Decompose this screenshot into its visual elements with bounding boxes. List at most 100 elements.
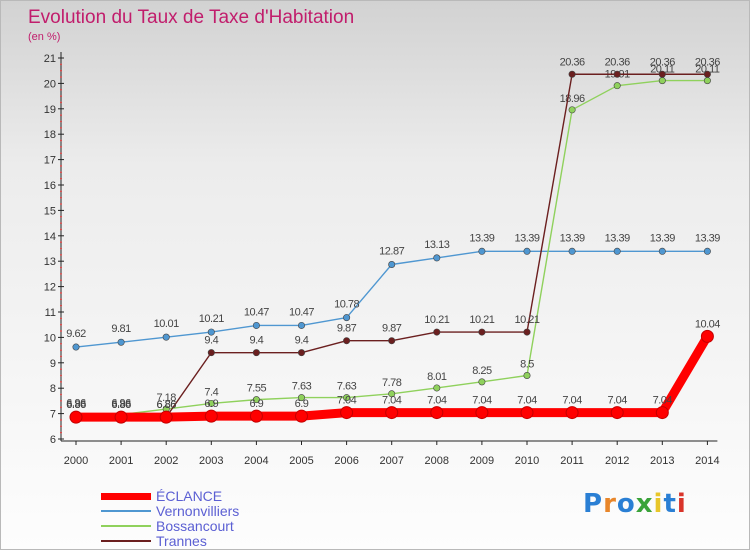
data-point <box>523 247 531 255</box>
y-minor-tick <box>60 400 62 402</box>
x-tick-label: 2004 <box>244 455 268 467</box>
data-label: 13.39 <box>695 232 720 244</box>
data-point <box>343 314 351 322</box>
y-tick-label: 12 <box>44 282 56 294</box>
x-tick-label: 2012 <box>605 455 629 467</box>
data-label: 10.21 <box>199 313 224 325</box>
y-minor-tick <box>60 139 62 142</box>
x-tick-label: 2003 <box>199 455 223 467</box>
data-label: 6.9 <box>295 398 309 410</box>
data-label: 6.86 <box>111 399 131 411</box>
data-point <box>204 409 218 423</box>
data-label: 8.01 <box>427 371 447 383</box>
data-label: 10.04 <box>695 318 720 330</box>
data-label: 13.39 <box>605 232 630 244</box>
y-tick-label: 14 <box>44 231 56 243</box>
y-minor-tick <box>60 342 62 345</box>
y-minor-tick <box>60 88 62 91</box>
data-point <box>114 410 128 424</box>
data-point <box>433 254 441 262</box>
y-minor-tick <box>60 393 62 396</box>
y-tick-label: 15 <box>44 205 56 217</box>
y-minor-tick <box>60 165 62 167</box>
data-label: 10.21 <box>469 314 494 326</box>
legend-swatch-bossancourt <box>101 525 151 527</box>
data-label: 9.87 <box>382 323 402 335</box>
logo-letter: r <box>603 489 617 519</box>
data-point <box>249 409 263 423</box>
x-tick-label: 2010 <box>515 455 539 467</box>
y-minor-tick <box>60 152 62 155</box>
legend-label-vernonvilliers: Vernonvilliers <box>156 503 240 519</box>
data-label: 10.78 <box>334 299 359 311</box>
data-point <box>613 247 621 255</box>
y-minor-tick <box>60 266 62 269</box>
data-label: 7.18 <box>156 392 176 404</box>
y-minor-tick <box>60 317 62 320</box>
y-tick-label: 13 <box>44 256 56 268</box>
y-tick-label: 8 <box>50 383 56 395</box>
data-point <box>297 321 305 329</box>
data-point <box>433 384 441 392</box>
data-point <box>700 329 714 343</box>
data-label: 12.87 <box>379 246 404 258</box>
x-tick-label: 2002 <box>154 455 178 467</box>
data-label: 8.25 <box>472 365 492 377</box>
legend-swatch-trannes <box>101 540 151 542</box>
y-minor-tick <box>60 431 62 434</box>
x-tick-label: 2005 <box>289 455 313 467</box>
y-minor-tick <box>60 292 62 294</box>
logo-letter: x <box>635 489 654 519</box>
x-tick-label: 2000 <box>64 455 88 467</box>
y-minor-tick <box>60 253 62 256</box>
data-label: 20.11 <box>650 64 675 76</box>
data-point <box>388 261 396 269</box>
data-point <box>162 333 170 341</box>
legend-swatch-vernonvilliers <box>101 510 151 512</box>
data-label: 7.4 <box>204 386 218 398</box>
proxiti-logo: Proxiti <box>583 489 687 519</box>
data-point <box>568 70 576 78</box>
legend-label-eclance: ÉCLANCE <box>156 488 223 504</box>
data-label: 9.81 <box>111 323 131 335</box>
chart-title: Evolution du Taux de Taxe d'Habitation <box>28 7 355 28</box>
data-point <box>340 406 354 420</box>
y-tick-label: 19 <box>44 104 56 116</box>
legend-swatch-eclance <box>101 493 151 500</box>
y-minor-tick <box>60 177 62 180</box>
y-tick-label: 18 <box>44 129 56 141</box>
y-minor-tick <box>60 120 62 123</box>
x-tick-label: 2009 <box>470 455 494 467</box>
data-label: 6.9 <box>250 398 264 410</box>
data-label: 9.4 <box>204 335 218 347</box>
y-tick-label: 7 <box>50 409 56 421</box>
data-point <box>478 378 486 386</box>
data-point <box>207 349 215 357</box>
y-tick-label: 17 <box>44 155 56 167</box>
y-minor-tick <box>60 203 62 205</box>
y-minor-tick <box>60 63 62 66</box>
y-minor-tick <box>60 406 62 409</box>
y-tick-label: 10 <box>44 332 56 344</box>
data-label: 13.39 <box>560 232 585 244</box>
y-minor-tick <box>60 355 62 358</box>
data-label: 20.36 <box>695 56 720 68</box>
y-minor-tick <box>60 196 62 199</box>
data-label: 7.04 <box>427 395 447 407</box>
y-minor-tick <box>60 241 62 244</box>
chart-subtitle: (en %) <box>28 31 61 43</box>
data-label: 7.78 <box>382 377 402 389</box>
legend-item-bossancourt: Bossancourt <box>101 519 341 534</box>
y-tick-label: 11 <box>45 307 56 319</box>
data-point <box>207 328 215 336</box>
x-tick-label: 2011 <box>560 455 584 467</box>
y-tick-label: 16 <box>44 180 56 192</box>
y-minor-tick <box>60 146 62 148</box>
legend-label-bossancourt: Bossancourt <box>156 518 234 534</box>
data-point <box>613 70 621 78</box>
y-minor-tick <box>60 215 62 218</box>
y-minor-tick <box>60 419 62 421</box>
x-tick-label: 2001 <box>109 455 133 467</box>
data-label: 9.62 <box>66 328 86 340</box>
